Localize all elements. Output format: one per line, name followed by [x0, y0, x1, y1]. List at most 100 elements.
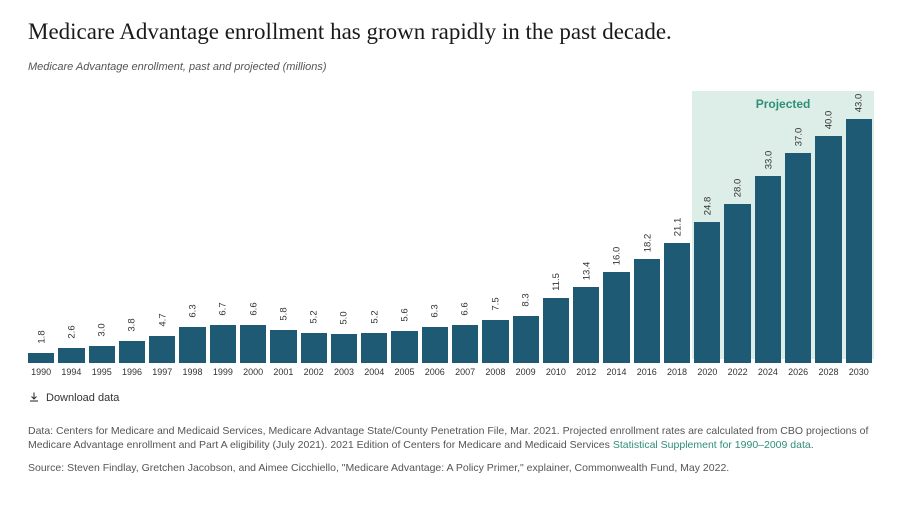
bar-value-label: 28.0: [726, 179, 750, 198]
bar-value-label: 43.0: [847, 94, 871, 113]
bar-x-label: 1994: [61, 367, 81, 381]
bar: [724, 204, 750, 363]
bar-col: 16.02014: [603, 244, 629, 381]
chart-subtitle: Medicare Advantage enrollment, past and …: [28, 61, 872, 73]
bar-x-label: 2024: [758, 367, 778, 381]
bar-col: 21.12018: [664, 215, 690, 381]
bar: [664, 243, 690, 363]
bar-col: 24.8 2020: [694, 194, 720, 381]
download-label: Download data: [46, 392, 119, 404]
bar-col: 8.3 2009: [513, 288, 539, 381]
bar-value-label: 6.7: [211, 302, 235, 315]
bar-chart: Projected 1.819902.619943.019953.819964.…: [28, 91, 872, 381]
bar-x-label: 1997: [152, 367, 172, 381]
bar-x-label: 2014: [606, 367, 626, 381]
bar: [543, 298, 569, 363]
bar-x-label: 2000: [243, 367, 263, 381]
bar-x-label: 2008: [485, 367, 505, 381]
bar-col: 5.2 2004: [361, 305, 387, 381]
bar: [240, 325, 266, 362]
bar-x-label: 2005: [395, 367, 415, 381]
bar: [28, 353, 54, 363]
data-note-link[interactable]: Statistical Supplement for 1990–2009 dat…: [613, 439, 811, 451]
bar-x-label: 1998: [183, 367, 203, 381]
bar-value-label: 5.6: [393, 308, 417, 321]
bar-value-label: 5.8: [271, 307, 295, 320]
download-icon: [28, 391, 40, 406]
bar-col: 4.7 1997: [149, 308, 175, 381]
bar-col: 28.0 2022: [724, 176, 750, 381]
bar: [149, 336, 175, 363]
bar-col: 13.42012: [573, 259, 599, 381]
bar-col: 43.0 2030: [846, 91, 872, 381]
bar: [89, 346, 115, 363]
bar: [361, 333, 387, 363]
bar: [694, 222, 720, 363]
bar-col: 11.5 2010: [543, 270, 569, 381]
bar-x-label: 2003: [334, 367, 354, 381]
bar-col: 3.81996: [119, 313, 145, 381]
bar: [270, 330, 296, 363]
bar: [58, 348, 84, 363]
bar: [210, 325, 236, 363]
bar-value-label: 5.2: [362, 311, 386, 324]
bar-x-label: 1990: [31, 367, 51, 381]
bar-col: 6.7 1999: [210, 297, 236, 381]
bar: [573, 287, 599, 363]
bar-col: 6.3 1998: [179, 299, 205, 381]
bar-value-label: 37.0: [786, 128, 810, 147]
bar: [634, 259, 660, 362]
bar: [755, 176, 781, 363]
bar-value-label: 5.2: [302, 311, 326, 324]
bar-x-label: 2022: [728, 367, 748, 381]
bar-value-label: 6.6: [241, 303, 265, 316]
source-note: Source: Steven Findlay, Gretchen Jacobso…: [28, 461, 872, 476]
bar-value-label: 6.3: [423, 304, 447, 317]
bar-value-label: 33.0: [756, 150, 780, 169]
bar-col: 7.5 2008: [482, 292, 508, 381]
data-note: Data: Centers for Medicare and Medicaid …: [28, 424, 872, 453]
bar-x-label: 2020: [697, 367, 717, 381]
bar-col: 5.82001: [270, 302, 296, 381]
bar-col: 6.32006: [422, 299, 448, 381]
bar-col: 6.62007: [452, 297, 478, 380]
bar-x-label: 2004: [364, 367, 384, 381]
bar-col: 5.2 2002: [301, 305, 327, 381]
bar: [391, 331, 417, 363]
bar-value-label: 21.1: [665, 218, 689, 237]
bar-x-label: 2007: [455, 367, 475, 381]
bar-x-label: 2002: [304, 367, 324, 381]
bar-x-label: 2030: [849, 367, 869, 381]
bar-col: 1.8 1990: [28, 325, 54, 381]
download-data-button[interactable]: Download data: [28, 391, 872, 406]
bar-x-label: 1995: [92, 367, 112, 381]
bar-x-label: 2009: [516, 367, 536, 381]
bar: [119, 341, 145, 363]
bar-col: 37.02026: [785, 125, 811, 381]
chart-title: Medicare Advantage enrollment has grown …: [28, 18, 872, 47]
bar: [301, 333, 327, 363]
bar-value-label: 7.5: [483, 298, 507, 311]
bar: [452, 325, 478, 362]
bar-x-label: 2010: [546, 367, 566, 381]
bar-value-label: 4.7: [150, 313, 174, 326]
bar-x-label: 1999: [213, 367, 233, 381]
bar-value-label: 40.0: [816, 111, 840, 130]
bar-value-label: 3.0: [90, 323, 114, 336]
bar: [846, 119, 872, 363]
bar-col: 40.0 2028: [815, 108, 841, 381]
bar-value-label: 1.8: [29, 330, 53, 343]
bar-value-label: 18.2: [635, 234, 659, 253]
bar: [331, 334, 357, 362]
bar: [422, 327, 448, 363]
bar-value-label: 11.5: [544, 273, 568, 291]
bar-x-label: 2028: [818, 367, 838, 381]
bar-value-label: 6.3: [181, 304, 205, 317]
bar-value-label: 8.3: [514, 293, 538, 306]
bar: [815, 136, 841, 363]
bar-x-label: 2016: [637, 367, 657, 381]
bar: [785, 153, 811, 363]
bar: [179, 327, 205, 363]
bar-value-label: 24.8: [695, 197, 719, 216]
bar-col: 5.02003: [331, 306, 357, 380]
